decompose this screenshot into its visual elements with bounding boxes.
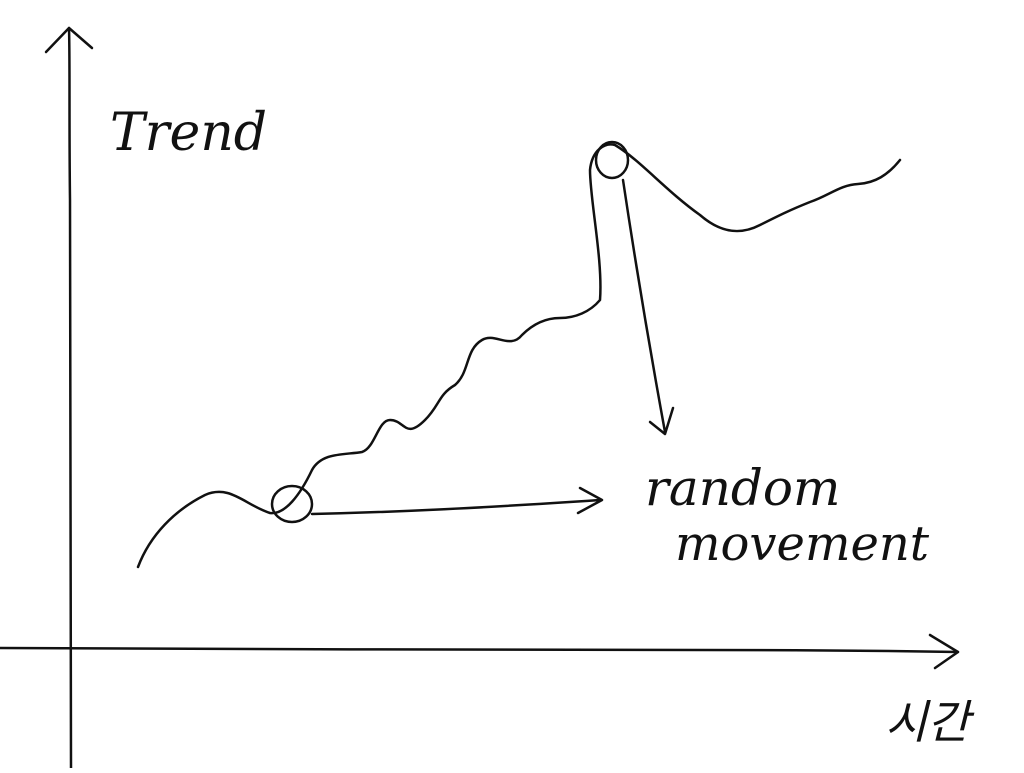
lower-annotation-arrow: [310, 486, 604, 516]
x-axis-label: 시간: [885, 695, 975, 749]
x-axis: [0, 633, 960, 670]
lower-arrow-line: [310, 498, 602, 516]
y-axis: [44, 26, 94, 770]
y-axis-arrowhead: [44, 26, 94, 54]
trend-curve: [136, 143, 902, 569]
annotation-label-line2: movement: [675, 516, 930, 572]
upper-arrow-head: [648, 406, 675, 436]
y-axis-line: [67, 26, 73, 770]
upper-annotation-arrow: [621, 178, 675, 436]
y-axis-label: Trend: [110, 103, 267, 163]
lower-arrow-head: [576, 486, 604, 515]
upper-circle-marker: [594, 140, 630, 180]
lower-circle-marker: [270, 484, 314, 524]
upper-arrow-line: [621, 178, 667, 434]
x-axis-line: [0, 646, 960, 654]
annotation-label-line1: random: [645, 459, 840, 517]
x-axis-arrowhead: [928, 633, 960, 670]
